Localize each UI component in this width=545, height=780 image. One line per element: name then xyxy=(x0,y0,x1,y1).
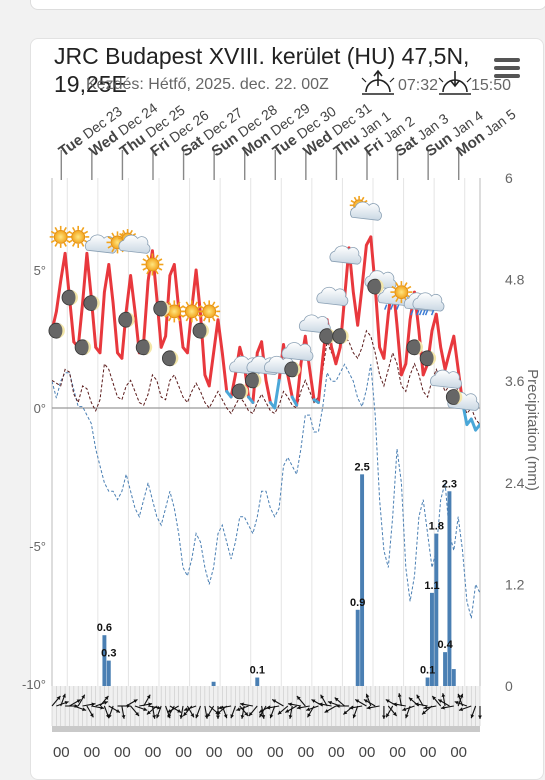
sun-icon xyxy=(141,254,163,276)
precip-bar xyxy=(212,682,216,686)
hour-label: 00 xyxy=(236,744,253,761)
temp-tick-label: 0° xyxy=(34,401,46,416)
precip-bar xyxy=(356,610,360,686)
cloud-icon xyxy=(282,343,313,361)
precip-value-label: 0.9 xyxy=(350,597,365,609)
sunrise-time: 07:32 xyxy=(398,77,438,94)
moon-icon xyxy=(84,296,100,311)
moon-icon xyxy=(245,373,261,388)
precip-bar xyxy=(426,678,430,686)
temperature-line-below-zero xyxy=(227,380,480,430)
precip-value-label: 0.6 xyxy=(97,622,112,634)
hour-label: 00 xyxy=(450,744,467,761)
precip-bar xyxy=(360,474,364,686)
partly-cloudy-icon xyxy=(350,196,382,220)
moon-icon xyxy=(232,384,248,399)
precip-value-label: 2.5 xyxy=(354,461,369,473)
precip-bar xyxy=(452,669,456,686)
moon-icon xyxy=(136,340,152,355)
precip-value-label: 0.1 xyxy=(420,665,435,677)
sunset-time: 15:50 xyxy=(471,77,511,94)
hour-label: 00 xyxy=(420,744,437,761)
moon-icon xyxy=(49,323,65,338)
temp-tick-label: -10° xyxy=(22,677,46,692)
precip-axis-label: Precipitation (mm) xyxy=(524,369,541,491)
cumulative-precip-line xyxy=(52,364,480,618)
precip-tick-label: 0 xyxy=(505,678,513,694)
precip-value-label: 1.1 xyxy=(424,580,439,592)
sunset-icon xyxy=(439,71,471,94)
hour-label: 00 xyxy=(84,744,101,761)
hour-label: 00 xyxy=(114,744,131,761)
moon-icon xyxy=(285,362,301,377)
precip-value-label: 0.4 xyxy=(437,639,453,651)
precip-tick-label: 3.6 xyxy=(505,373,525,389)
moon-icon xyxy=(333,329,349,344)
hour-label: 00 xyxy=(145,744,162,761)
precip-value-label: 0.3 xyxy=(101,648,116,660)
precip-value-label: 2.3 xyxy=(442,478,457,490)
moon-icon xyxy=(193,323,209,338)
precip-value-label: 0.1 xyxy=(250,665,265,677)
precip-bar xyxy=(443,652,447,686)
hour-label: 00 xyxy=(328,744,345,761)
hour-label: 00 xyxy=(389,744,406,761)
moon-icon xyxy=(368,279,384,294)
precip-tick-label: 4.8 xyxy=(505,272,525,288)
hour-label: 00 xyxy=(267,744,284,761)
hour-label: 00 xyxy=(359,744,376,761)
moon-icon xyxy=(119,312,135,327)
hour-label: 00 xyxy=(175,744,192,761)
moon-icon xyxy=(420,351,436,366)
precip-value-label: 1.8 xyxy=(429,521,444,533)
hour-label: 00 xyxy=(206,744,223,761)
precip-tick-label: 6 xyxy=(505,170,513,186)
sunrise-icon xyxy=(362,71,394,94)
hour-label: 00 xyxy=(53,744,70,761)
precip-bar xyxy=(102,635,106,686)
precip-bar xyxy=(255,678,259,686)
hour-label: 00 xyxy=(298,744,315,761)
precip-tick-label: 2.4 xyxy=(505,475,525,491)
moon-icon xyxy=(75,340,91,355)
wind-strip-bar xyxy=(52,726,480,732)
partly-cloudy-icon xyxy=(118,229,150,253)
moon-icon xyxy=(154,301,170,316)
precip-bar xyxy=(107,661,111,686)
moon-icon xyxy=(62,290,78,305)
temp-tick-label: 5° xyxy=(34,263,46,278)
precip-tick-label: 1.2 xyxy=(505,576,525,592)
cloud-icon xyxy=(317,287,348,305)
cloud-icon xyxy=(330,246,361,264)
moon-icon xyxy=(407,340,423,355)
temp-tick-label: -5° xyxy=(29,539,46,554)
moon-icon xyxy=(162,351,178,366)
moon-icon xyxy=(446,390,462,405)
